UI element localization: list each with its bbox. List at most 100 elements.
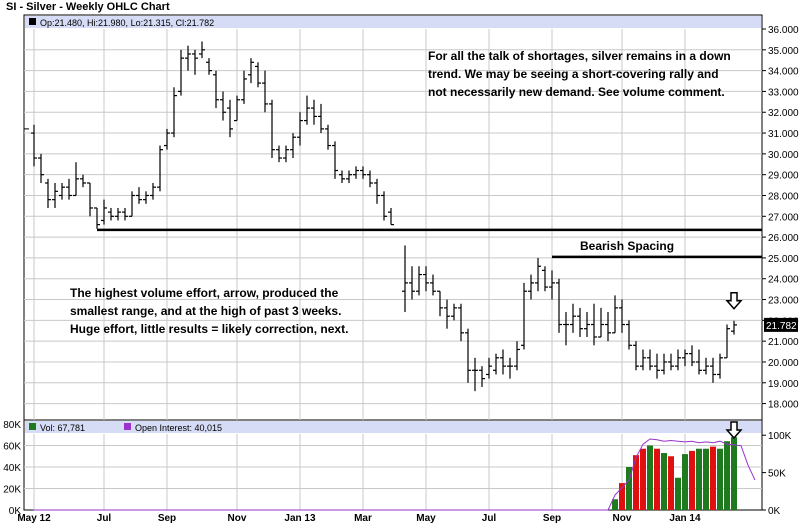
oi-right-tick-label: 0K <box>768 506 781 517</box>
volume-bar <box>654 448 660 510</box>
ohlc-bar <box>675 349 681 371</box>
price-tick-label: 27.000 <box>768 212 799 223</box>
ohlc-bar <box>367 170 373 188</box>
price-tick-label: 32.000 <box>768 108 799 119</box>
ohlc-bar <box>248 58 254 84</box>
price-legend-band <box>25 16 761 28</box>
price-tick-label: 25.000 <box>768 254 799 265</box>
price-tick-label: 20.000 <box>768 358 799 369</box>
ohlc-bar <box>339 170 345 183</box>
volume-bar <box>731 437 737 510</box>
ohlc-bar <box>129 191 135 217</box>
volume-left-tick-label: 60K <box>3 442 21 453</box>
top-annotation: For all the talk of shortages, silver re… <box>428 47 731 101</box>
ohlc-bar <box>311 99 317 125</box>
volume-bar <box>675 477 681 510</box>
ohlc-bar <box>199 41 205 59</box>
top-annotation-line-2: trend. We may be seeing a short-covering… <box>428 67 719 81</box>
ohlc-bar <box>136 187 142 204</box>
ohlc-bar <box>213 70 219 109</box>
ohlc-bar <box>458 303 464 342</box>
ohlc-bar <box>143 191 149 204</box>
volume-down-arrow-icon <box>725 421 743 440</box>
ohlc-bar <box>507 357 513 379</box>
ohlc-bar <box>297 112 303 146</box>
volume-bar <box>647 445 653 510</box>
ohlc-bar <box>710 357 716 383</box>
ohlc-bar <box>717 353 723 379</box>
ohlc-bar <box>591 303 597 346</box>
ohlc-bar <box>626 320 632 350</box>
ohlc-bar <box>255 62 261 88</box>
x-axis-tick-label: May <box>416 513 436 524</box>
price-tick-label: 26.000 <box>768 233 799 244</box>
price-tick-label: 31.000 <box>768 129 799 140</box>
ohlc-bar <box>164 128 170 150</box>
ohlc-bar <box>115 207 121 221</box>
price-tick-label: 33.000 <box>768 87 799 98</box>
ohlc-bar <box>633 341 639 371</box>
ohlc-bar <box>185 45 191 71</box>
ohlc-bar <box>416 266 422 296</box>
volume-bar <box>668 456 674 510</box>
ohlc-bar <box>444 299 450 329</box>
volume-bar <box>633 455 639 510</box>
ohlc-bar <box>696 349 702 375</box>
volume-bar <box>724 441 730 510</box>
price-tick-label: 21.000 <box>768 337 799 348</box>
ohlc-bar <box>360 166 366 179</box>
price-tick-label: 23.000 <box>768 296 799 307</box>
ohlc-bar <box>381 191 387 221</box>
ohlc-bar <box>178 49 184 96</box>
price-legend-text: Op:21.480, Hi:21.980, Lo:21.315, Cl:21.7… <box>40 18 214 28</box>
volume-bar <box>682 454 688 510</box>
volume-bar <box>689 450 695 510</box>
ohlc-bar <box>486 357 492 379</box>
ohlc-bar <box>731 320 737 335</box>
ohlc-bar <box>703 357 709 375</box>
price-tick-label: 29.000 <box>768 171 799 182</box>
ohlc-bar <box>31 124 37 167</box>
ohlc-bar <box>430 274 436 296</box>
x-axis-tick-label: Nov <box>613 513 632 524</box>
x-axis-tick-label: Nov <box>228 513 247 524</box>
x-axis-tick-label: Sep <box>543 513 561 524</box>
oi-legend-text: Open Interest: 40,015 <box>135 423 222 433</box>
last-close-label-bg <box>764 317 798 332</box>
ohlc-bar <box>262 70 268 113</box>
ohlc-bar <box>570 303 576 333</box>
price-tick-label: 30.000 <box>768 150 799 161</box>
ohlc-bar <box>171 87 177 138</box>
ohlc-bar <box>192 49 198 75</box>
x-axis-tick-label: Jul <box>482 513 497 524</box>
volume-bar <box>640 448 646 510</box>
ohlc-bar <box>101 199 107 225</box>
ohlc-bar <box>290 133 296 159</box>
ohlc-bar <box>598 307 604 338</box>
price-tick-label: 36.000 <box>768 25 799 36</box>
x-axis-tick-label: Mar <box>354 513 372 524</box>
ohlc-bar <box>549 270 555 300</box>
ohlc-bar <box>514 341 520 371</box>
ohlc-bar <box>619 299 625 333</box>
ohlc-bar <box>38 153 44 183</box>
ohlc-bar <box>80 174 86 188</box>
volume-left-tick-label: 20K <box>3 485 21 496</box>
oi-right-tick-label: 100K <box>768 431 792 442</box>
left-annotation-line-2: smallest range, and at the high of past … <box>70 304 342 318</box>
ohlc-bar <box>73 162 79 197</box>
left-annotation: The highest volume effort, arrow, produc… <box>70 284 348 338</box>
ohlc-bar <box>94 207 100 229</box>
volume-bar <box>703 448 709 510</box>
x-axis-tick-label: Jan 14 <box>669 513 701 524</box>
ohlc-bar <box>206 58 212 75</box>
ohlc-bar <box>45 178 51 208</box>
volume-legend-band <box>25 421 761 433</box>
ohlc-bar <box>465 328 471 383</box>
ohlc-bar <box>325 124 331 150</box>
ohlc-bar <box>451 303 457 321</box>
ohlc-bar <box>374 178 380 204</box>
ohlc-bar <box>241 70 247 104</box>
ohlc-bar <box>157 145 163 192</box>
volume-left-tick-label: 80K <box>3 420 21 431</box>
